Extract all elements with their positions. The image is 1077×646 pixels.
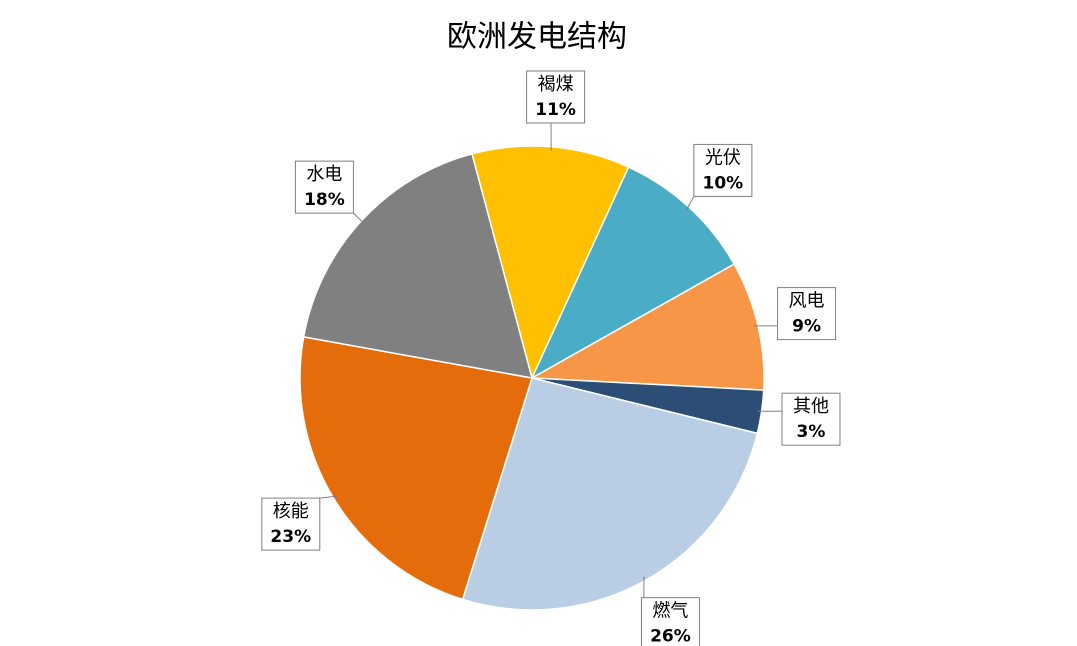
slice-name: 其他 bbox=[793, 396, 829, 417]
leader-line bbox=[319, 495, 338, 499]
label-box bbox=[526, 70, 586, 124]
chart-title: 欧洲发电结构 bbox=[447, 20, 627, 55]
pie-slice bbox=[461, 377, 759, 611]
slice-name: 光伏 bbox=[705, 147, 741, 168]
slice-value-label: 26% bbox=[650, 627, 691, 646]
leader-line bbox=[353, 212, 365, 225]
slice-value-label: 3% bbox=[797, 422, 826, 442]
slice-value-label: 23% bbox=[270, 527, 311, 547]
slice-name: 褐煤 bbox=[538, 74, 574, 95]
label-box bbox=[781, 392, 841, 446]
label-box bbox=[777, 287, 837, 341]
slice-value-label: 18% bbox=[304, 190, 345, 210]
label-box bbox=[294, 160, 354, 214]
leader-line bbox=[685, 196, 695, 211]
pie-slice bbox=[529, 263, 765, 391]
slice-value-label: 10% bbox=[703, 173, 744, 193]
slice-value-label: 9% bbox=[792, 317, 821, 337]
label-box bbox=[261, 497, 321, 551]
label-box bbox=[693, 143, 753, 197]
pie-slice bbox=[530, 166, 736, 380]
slice-value-label: 11% bbox=[535, 100, 576, 120]
slice-name: 核能 bbox=[273, 501, 309, 522]
label-box bbox=[640, 597, 700, 646]
pie-slice bbox=[299, 336, 533, 601]
slice-name: 风电 bbox=[789, 291, 825, 312]
slice-name: 水电 bbox=[306, 164, 342, 185]
slice-name: 燃气 bbox=[652, 601, 688, 622]
